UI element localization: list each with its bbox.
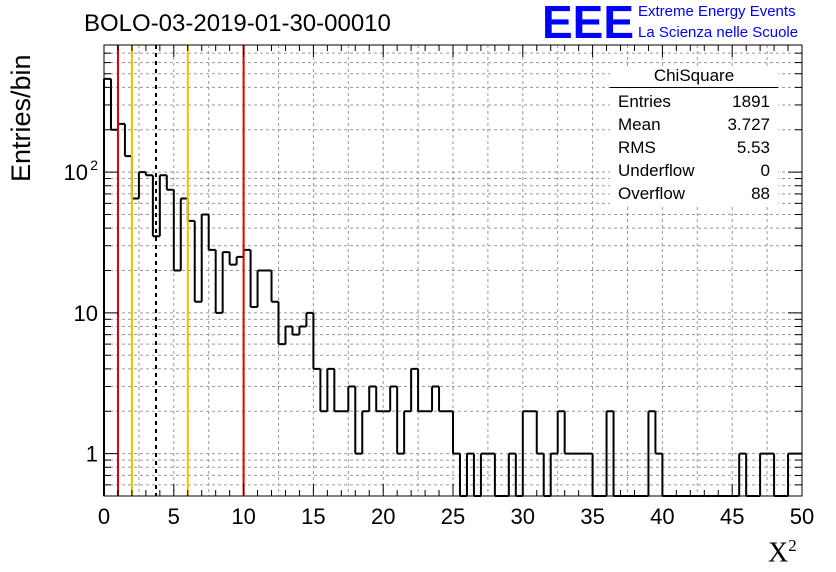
histogram-bin	[319, 368, 328, 413]
histogram-bin	[200, 213, 209, 302]
stats-row-mean: Mean 3.727	[618, 115, 770, 134]
histogram-bin	[109, 78, 118, 131]
stats-title: ChiSquare	[610, 66, 778, 88]
eee-logo: EEE	[542, 2, 634, 42]
x-axis-label-text: X	[768, 537, 789, 569]
histogram-bin	[221, 251, 230, 313]
histogram-bin	[410, 367, 419, 412]
histogram-bin	[549, 452, 558, 496]
stats-row-entries: Entries 1891	[618, 92, 770, 111]
histogram-bin	[144, 172, 153, 177]
histogram-bin	[347, 385, 356, 412]
logo-line-1: Extreme Energy Events	[638, 3, 796, 20]
histogram-bin	[235, 255, 244, 265]
histogram-bin	[654, 411, 663, 455]
histogram-bin	[193, 220, 202, 303]
histogram-bin	[333, 368, 342, 413]
histogram-bin	[158, 174, 167, 237]
histogram-bin	[403, 410, 412, 454]
stats-row-overflow: Overflow 88	[618, 184, 770, 203]
histogram-bin	[438, 386, 447, 413]
histogram-bin	[103, 77, 111, 496]
histogram-bin	[431, 385, 440, 412]
x-tick-label: 15	[301, 504, 325, 529]
histogram-bin	[256, 269, 265, 308]
histogram-bin	[298, 325, 307, 335]
histogram-bin	[249, 249, 258, 309]
y-tick-label: 10	[64, 160, 88, 185]
histogram-bin	[605, 410, 614, 496]
x-tick-label: 0	[98, 504, 110, 529]
histogram-bin	[270, 270, 279, 303]
y-tick-label: 1	[86, 442, 98, 467]
histogram-bin	[647, 410, 656, 496]
histogram-bin	[179, 197, 188, 271]
x-tick-label: 10	[231, 504, 255, 529]
x-tick-label: 35	[580, 504, 604, 529]
histogram-bin	[228, 252, 237, 266]
histogram-bin	[354, 386, 363, 455]
x-axis-label-sup: 2	[788, 536, 797, 555]
logo-letters: EEE	[542, 2, 634, 42]
x-tick-label: 5	[168, 504, 180, 529]
histogram-bin	[291, 326, 300, 336]
histogram-bin	[375, 386, 384, 413]
stats-row-rms: RMS 5.53	[618, 138, 770, 157]
x-axis-label: X2	[768, 536, 797, 569]
stats-box: ChiSquare Entries 1891 Mean 3.727 RMS 5.53 …	[610, 66, 778, 205]
histogram-bin	[556, 410, 565, 454]
histogram-bin	[165, 175, 174, 191]
histogram-bin	[284, 325, 293, 345]
y-tick-label: 10	[74, 301, 98, 326]
histogram	[103, 77, 802, 497]
histogram-bin	[137, 171, 146, 199]
histogram-bin	[361, 410, 370, 454]
histogram-bin	[186, 198, 195, 222]
histogram-bin	[326, 367, 335, 412]
histogram-bin	[172, 189, 181, 272]
x-tick-label: 45	[720, 504, 744, 529]
histogram-bin	[277, 301, 286, 346]
histogram-bin	[417, 368, 426, 413]
histogram-bin	[535, 411, 544, 455]
histogram-bin	[242, 248, 251, 257]
histogram-bin	[563, 411, 572, 455]
chart-title: BOLO-03-2019-01-30-00010	[84, 10, 391, 37]
histogram-bin	[465, 452, 474, 496]
histogram-bin	[389, 385, 398, 412]
histogram-bin	[207, 214, 216, 251]
histogram-bin	[305, 311, 314, 327]
y-tick-label-exponent: 2	[90, 157, 98, 173]
histogram-bin	[116, 122, 125, 130]
x-tick-label: 20	[371, 504, 395, 529]
y-axis-label: Entries/bin	[6, 54, 36, 182]
logo-line-2: La Scienza nelle Scuole	[638, 24, 799, 41]
histogram-bin	[130, 156, 139, 200]
histogram-bin	[396, 386, 405, 455]
histogram-bin	[123, 123, 132, 158]
x-tick-label: 30	[511, 504, 535, 529]
histogram-bin	[452, 411, 460, 455]
histogram-bin	[507, 452, 516, 496]
histogram-bin	[312, 312, 321, 370]
histogram-bin	[521, 410, 530, 496]
x-tick-label: 50	[790, 504, 814, 529]
histogram-bin	[151, 175, 160, 238]
histogram-bin	[479, 452, 488, 496]
x-tick-label: 25	[441, 504, 465, 529]
stats-row-underflow: Underflow 0	[618, 161, 770, 180]
histogram-bin	[368, 385, 377, 412]
histogram-bin	[738, 452, 747, 496]
x-tick-label: 40	[650, 504, 674, 529]
histogram-bin	[214, 249, 223, 314]
histogram-bin	[759, 452, 768, 496]
